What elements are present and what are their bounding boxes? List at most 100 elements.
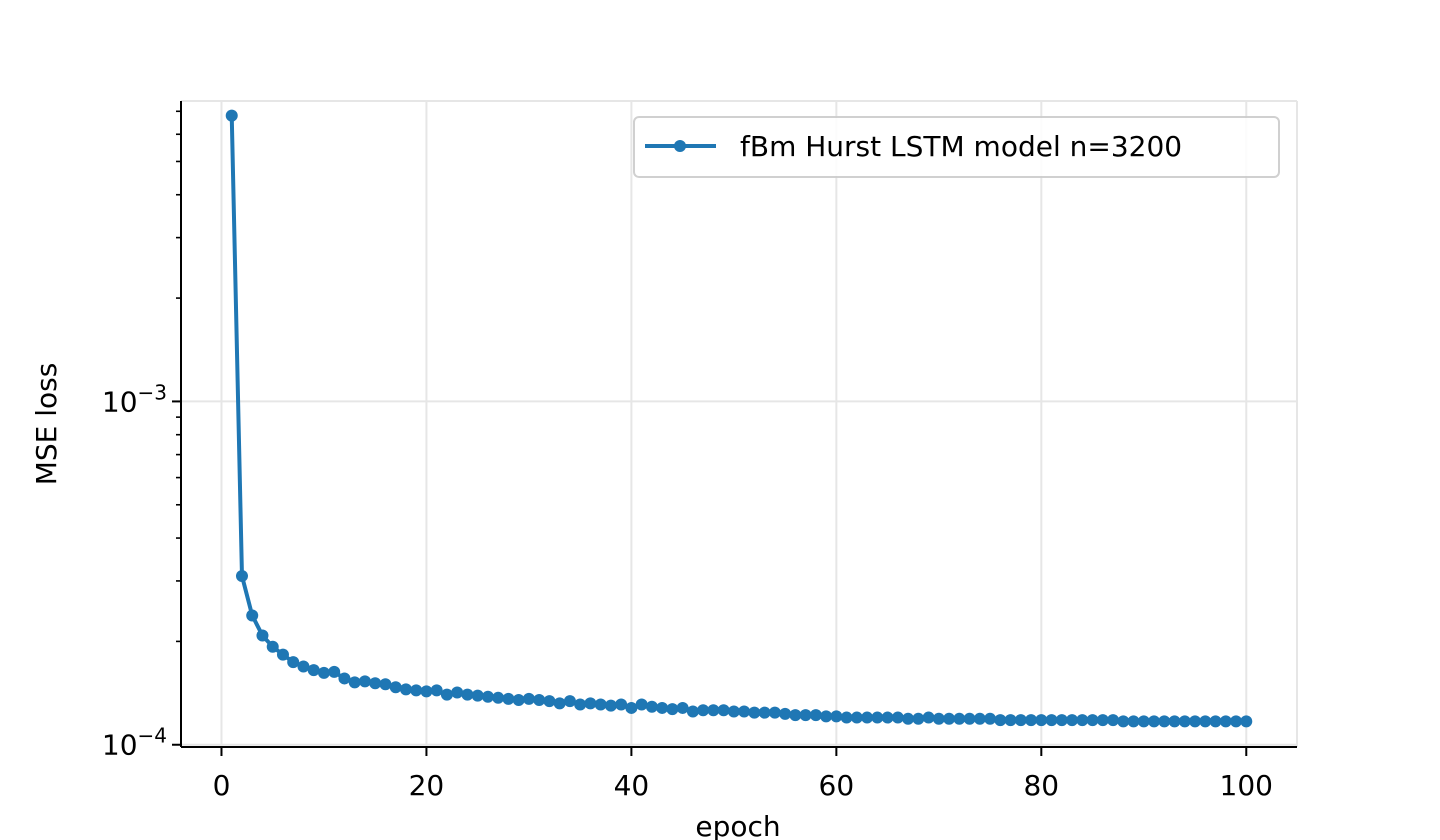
data-point: [502, 692, 515, 705]
data-point: [522, 692, 535, 705]
data-point: [471, 689, 484, 702]
data-point: [1035, 714, 1048, 727]
data-point: [543, 695, 556, 708]
data-point: [481, 690, 494, 703]
data-point: [225, 109, 238, 122]
data-point: [317, 666, 330, 679]
data-point: [430, 684, 443, 697]
data-point: [399, 683, 412, 696]
data-point: [1014, 714, 1027, 727]
legend: fBm Hurst LSTM model n=3200: [633, 116, 1280, 178]
data-point: [943, 712, 956, 725]
data-point: [1189, 715, 1202, 728]
data-point: [1055, 714, 1068, 727]
x-tick-label: 0: [213, 769, 231, 802]
data-point: [984, 712, 997, 725]
data-point: [973, 712, 986, 725]
data-point: [994, 714, 1007, 727]
data-point: [440, 688, 453, 701]
data-point: [1148, 715, 1161, 728]
data-point: [779, 707, 792, 720]
data-point: [891, 711, 904, 724]
data-point: [1199, 715, 1212, 728]
data-point: [1086, 714, 1099, 727]
data-point: [297, 660, 310, 673]
data-point: [358, 675, 371, 688]
data-point: [461, 688, 474, 701]
data-point: [328, 665, 341, 678]
data-point: [666, 703, 679, 716]
data-point: [451, 686, 464, 699]
data-point: [410, 684, 423, 697]
data-point: [932, 712, 945, 725]
data-point: [881, 711, 894, 724]
data-point: [676, 701, 689, 714]
data-point: [1117, 715, 1130, 728]
data-point: [799, 709, 812, 722]
data-point: [553, 697, 566, 710]
data-point: [809, 709, 822, 722]
data-point: [1066, 714, 1079, 727]
data-point: [276, 648, 289, 661]
plot-area: 0 20 40 60 80 100 10−3 10−4 fBm Hurst LSTM model…: [102, 100, 1298, 802]
data-point: [1230, 715, 1243, 728]
data-point: [871, 711, 884, 724]
data-point: [717, 704, 730, 717]
data-point: [645, 700, 658, 713]
data-point: [235, 570, 248, 583]
data-point: [369, 677, 382, 690]
x-axis-label: epoch: [695, 810, 780, 840]
data-point: [902, 712, 915, 725]
y-axis-label: MSE loss: [30, 363, 63, 486]
data-point: [1025, 714, 1038, 727]
legend-label: fBm Hurst LSTM model n=3200: [740, 130, 1182, 163]
x-tick-label: 100: [1220, 769, 1273, 802]
data-point: [266, 640, 279, 653]
data-point: [1168, 715, 1181, 728]
x-tick-label: 40: [614, 769, 650, 802]
data-point: [850, 711, 863, 724]
data-point: [912, 712, 925, 725]
data-point: [789, 709, 802, 722]
data-point: [1240, 715, 1253, 728]
data-point: [635, 698, 648, 711]
data-point: [840, 711, 853, 724]
data-point: [861, 711, 874, 724]
y-tick-label: 10−3: [102, 380, 167, 418]
x-tick-label: 60: [819, 769, 855, 802]
data-point: [379, 678, 392, 691]
data-point: [697, 704, 710, 717]
data-point: [256, 629, 269, 642]
data-point: [1219, 715, 1232, 728]
legend-marker: [674, 140, 686, 152]
data-point: [738, 705, 751, 718]
data-point: [953, 712, 966, 725]
data-point: [1127, 715, 1140, 728]
x-tick-label: 80: [1023, 769, 1059, 802]
data-point: [1178, 715, 1191, 728]
data-point: [768, 706, 781, 719]
data-point: [922, 711, 935, 724]
legend-box: [633, 116, 1280, 178]
data-point: [512, 694, 525, 706]
data-point: [420, 685, 433, 698]
data-point: [1076, 714, 1089, 727]
data-point: [584, 697, 597, 710]
data-point: [820, 710, 833, 723]
data-point: [246, 609, 259, 622]
data-point: [1004, 714, 1017, 727]
data-point: [348, 676, 361, 689]
data-point: [594, 698, 607, 711]
data-point: [563, 695, 576, 708]
data-point: [604, 699, 617, 712]
data-point: [1137, 715, 1150, 728]
y-tick-label: 10−4: [102, 724, 167, 762]
data-point: [727, 705, 740, 718]
data-point: [1096, 714, 1109, 727]
data-point: [574, 698, 587, 711]
data-point: [338, 672, 351, 685]
data-point: [492, 691, 505, 704]
data-point: [1209, 715, 1222, 728]
data-point: [533, 694, 546, 706]
